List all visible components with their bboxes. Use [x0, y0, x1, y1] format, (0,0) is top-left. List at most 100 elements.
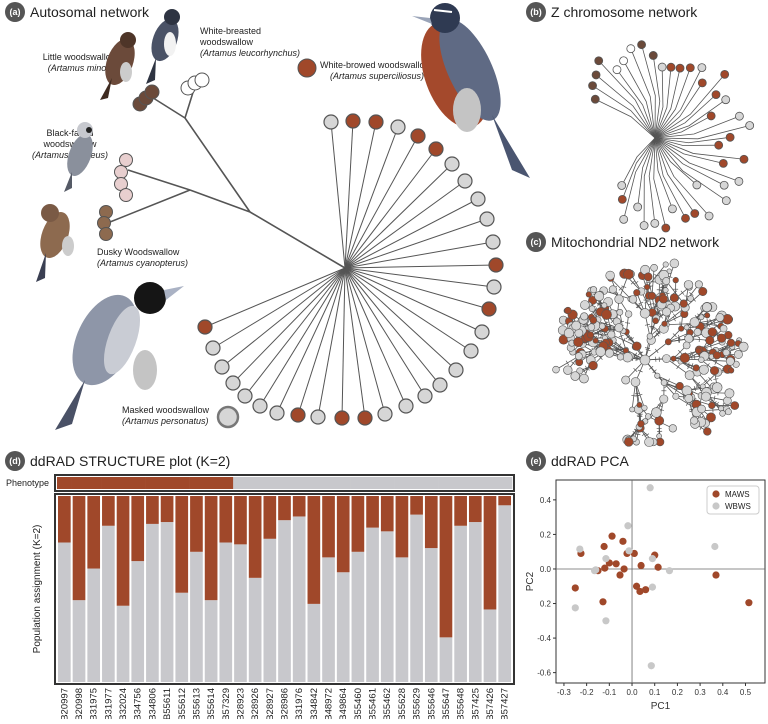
- network-node: [238, 389, 252, 403]
- network-node: [645, 414, 651, 420]
- autosomal-network: [98, 59, 504, 427]
- bar-segment: [454, 496, 467, 526]
- phenotype-cell: [116, 477, 131, 489]
- y-axis-label: PC2: [525, 571, 536, 591]
- bar-segment: [469, 496, 482, 522]
- network-node: [668, 205, 676, 213]
- scatter-point: [625, 547, 632, 554]
- network-node: [662, 321, 667, 326]
- phenotype-cell: [483, 477, 498, 489]
- network-edge: [345, 268, 440, 385]
- phenotype-cell: [130, 477, 145, 489]
- bird-little: [100, 32, 141, 100]
- bar-segment: [102, 526, 115, 682]
- network-node: [594, 292, 603, 301]
- phenotype-cell: [365, 477, 380, 489]
- bar-segment: [293, 496, 306, 516]
- network-node: [596, 347, 606, 357]
- network-node: [624, 269, 634, 279]
- network-node: [678, 326, 683, 331]
- network-edge: [599, 61, 655, 138]
- scatter-point: [599, 598, 606, 605]
- network-node: [215, 360, 229, 374]
- network-node: [571, 372, 580, 381]
- network-node: [324, 115, 338, 129]
- bird-white-browed: [408, 3, 530, 178]
- network-node: [120, 189, 133, 202]
- phenotype-cell: [204, 477, 219, 489]
- phenotype-cell: [277, 477, 292, 489]
- network-node: [694, 328, 701, 335]
- network-edge: [222, 268, 345, 367]
- bar-segment: [425, 496, 438, 548]
- network-node: [595, 57, 603, 65]
- bar-segment: [87, 569, 100, 682]
- network-node: [662, 308, 670, 316]
- network-node: [206, 341, 220, 355]
- network-node: [671, 356, 676, 361]
- y-tick-label: 0.4: [540, 496, 552, 505]
- panel-c-header: (c) Mitochondrial ND2 network: [526, 232, 720, 252]
- y-axis-label: Population assignment (K=2): [32, 525, 43, 654]
- x-tick-label: B34842: [309, 688, 320, 719]
- x-tick-label: B28923: [235, 688, 246, 719]
- x-tick-label: 0.4: [717, 688, 729, 697]
- network-node: [618, 195, 626, 203]
- bar-segment: [175, 496, 188, 593]
- network-node: [735, 177, 743, 185]
- network-node: [659, 295, 667, 303]
- x-tick-label: B48972: [324, 688, 335, 719]
- bar-segment: [366, 496, 379, 528]
- x-tick-label: B49864: [338, 688, 349, 719]
- network-node: [695, 348, 701, 354]
- mutation-hash: [655, 349, 658, 353]
- network-node: [667, 63, 675, 71]
- x-tick-label: B55646: [426, 688, 437, 719]
- network-edge: [345, 149, 436, 268]
- network-node: [715, 141, 723, 149]
- bar-segment: [205, 600, 218, 682]
- network-node: [662, 354, 670, 362]
- network-node: [644, 284, 649, 289]
- network-edge: [205, 268, 345, 327]
- network-node: [717, 334, 726, 343]
- phenotype-cell: [86, 477, 101, 489]
- bar-segment: [484, 496, 497, 609]
- x-tick-label: 0.1: [649, 688, 661, 697]
- bar-segment: [381, 531, 394, 682]
- x-tick-label: -0.1: [602, 688, 616, 697]
- network-node: [712, 91, 720, 99]
- bar-segment: [293, 516, 306, 682]
- mutation-hash: [714, 396, 715, 401]
- scatter-point: [608, 533, 615, 540]
- network-node: [673, 393, 679, 399]
- bar-segment: [131, 496, 144, 561]
- bar-segment: [498, 505, 511, 682]
- network-node: [686, 64, 694, 72]
- network-node: [617, 354, 623, 360]
- network-node: [705, 313, 710, 318]
- network-node: [634, 289, 640, 295]
- phenotype-cell: [174, 477, 189, 489]
- network-node: [606, 271, 615, 280]
- x-tick-label: B55461: [368, 688, 379, 719]
- network-node: [658, 63, 666, 71]
- network-edge: [345, 199, 478, 268]
- network-node: [411, 129, 425, 143]
- panel-title: ddRAD PCA: [551, 453, 629, 469]
- species-latin: (Artamus personatus): [122, 416, 209, 426]
- network-node: [695, 281, 702, 288]
- network-node: [706, 336, 714, 344]
- bar-segment: [117, 606, 130, 682]
- network-node: [115, 166, 128, 179]
- x-tick-label: B20998: [74, 688, 85, 719]
- panel-e-header: (e) ddRAD PCA: [526, 451, 629, 471]
- network-node: [702, 303, 711, 312]
- bar-segment: [498, 496, 511, 505]
- panel-title: Autosomal network: [30, 4, 150, 20]
- scatter-point: [711, 543, 718, 550]
- phenotype-label: Phenotype: [6, 478, 49, 488]
- network-node: [680, 300, 688, 308]
- scatter-point: [648, 662, 655, 669]
